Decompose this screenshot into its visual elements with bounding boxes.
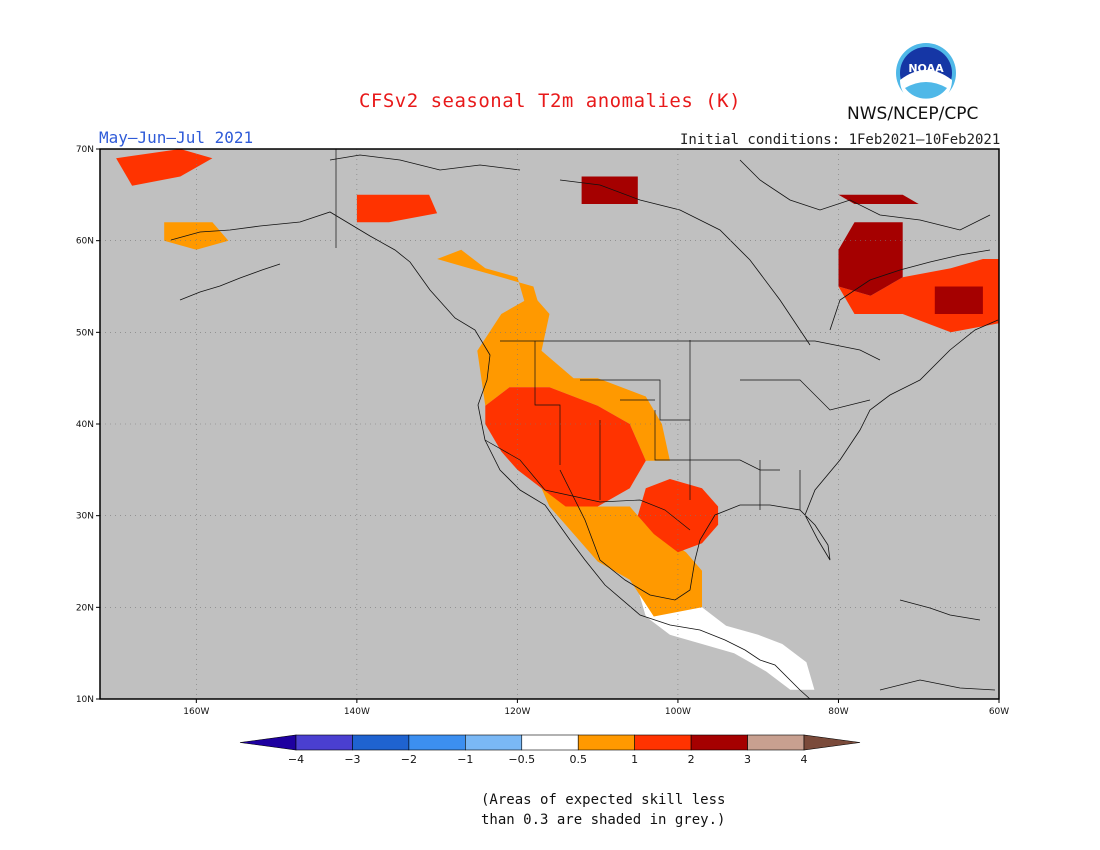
map-title: CFSv2 seasonal T2m anomalies (K) (358, 90, 742, 112)
colorbar-label: 1 (631, 753, 638, 766)
anomaly-map: 160W 140W 120W 100W 80W 60W 10N 20N 30N 40N 50N 60… (76, 145, 1009, 766)
anomaly-region (541, 488, 702, 617)
colorbar-segment (521, 734, 579, 751)
anomaly-region (485, 387, 646, 507)
anomaly-region (637, 479, 719, 553)
colorbar-segment (408, 734, 466, 751)
anomaly-region (934, 286, 983, 314)
noaa-logo-text: NOAA (908, 62, 944, 75)
anomaly-region (164, 222, 229, 250)
anomaly-regions (116, 149, 999, 690)
lon-tick-label: 140W (344, 707, 370, 717)
anomaly-region (477, 295, 670, 461)
lat-tick-label: 30N (76, 512, 94, 522)
anomaly-region (437, 249, 542, 314)
colorbar-segment (577, 734, 635, 751)
forecast-period: May–Jun–Jul 2021 (99, 128, 254, 147)
lon-tick-label: 80W (828, 707, 848, 717)
colorbar-high-arrow (803, 734, 861, 751)
colorbar-low-arrow (239, 734, 297, 751)
colorbar-segment (634, 734, 692, 751)
anomaly-region (356, 194, 438, 223)
skill-note-line2: than 0.3 are shaded in grey.) (481, 812, 726, 828)
anomaly-region (838, 194, 919, 204)
colorbar-segment (465, 734, 523, 751)
lon-tick-label: 160W (183, 707, 209, 717)
anomaly-region (637, 589, 815, 690)
lat-tick-label: 20N (76, 603, 94, 613)
colorbar-label: 3 (744, 753, 751, 766)
lon-tick-label: 120W (504, 707, 530, 717)
lat-tick-label: 70N (76, 145, 94, 155)
colorbar-label: −3 (344, 753, 360, 766)
colorbar-label: −1 (457, 753, 473, 766)
skill-note-line1: (Areas of expected skill less (481, 792, 726, 808)
colorbar-label: −0.5 (508, 753, 535, 766)
lat-tick-label: 10N (76, 695, 94, 705)
anomaly-region (581, 176, 638, 204)
longitude-ticks: 160W 140W 120W 100W 80W 60W (183, 699, 1009, 717)
agency-label: NWS/NCEP/CPC (847, 104, 979, 124)
lon-tick-label: 60W (989, 707, 1009, 717)
anomaly-region (116, 149, 213, 186)
colorbar: −4 −3 −2 −1 −0.5 0.5 1 2 3 4 (239, 734, 861, 766)
initial-conditions: Initial conditions: 1Feb2021–10Feb2021 (680, 132, 1001, 148)
noaa-logo-icon: NOAA (896, 43, 956, 104)
colorbar-segment (747, 734, 805, 751)
graticule (100, 149, 999, 699)
latitude-ticks: 10N 20N 30N 40N 50N 60N 70N (76, 145, 100, 705)
colorbar-label: 0.5 (569, 753, 587, 766)
colorbar-label: −4 (288, 753, 304, 766)
colorbar-segment (690, 734, 748, 751)
colorbar-label: 4 (801, 753, 808, 766)
colorbar-segment (352, 734, 410, 751)
anomaly-region (838, 222, 903, 296)
colorbar-label: −2 (401, 753, 417, 766)
lon-tick-label: 100W (665, 707, 691, 717)
lat-tick-label: 40N (76, 420, 94, 430)
lat-tick-label: 60N (76, 237, 94, 247)
colorbar-segment (295, 734, 353, 751)
political-borders (335, 149, 881, 531)
colorbar-label: 2 (688, 753, 695, 766)
lat-tick-label: 50N (76, 328, 94, 338)
